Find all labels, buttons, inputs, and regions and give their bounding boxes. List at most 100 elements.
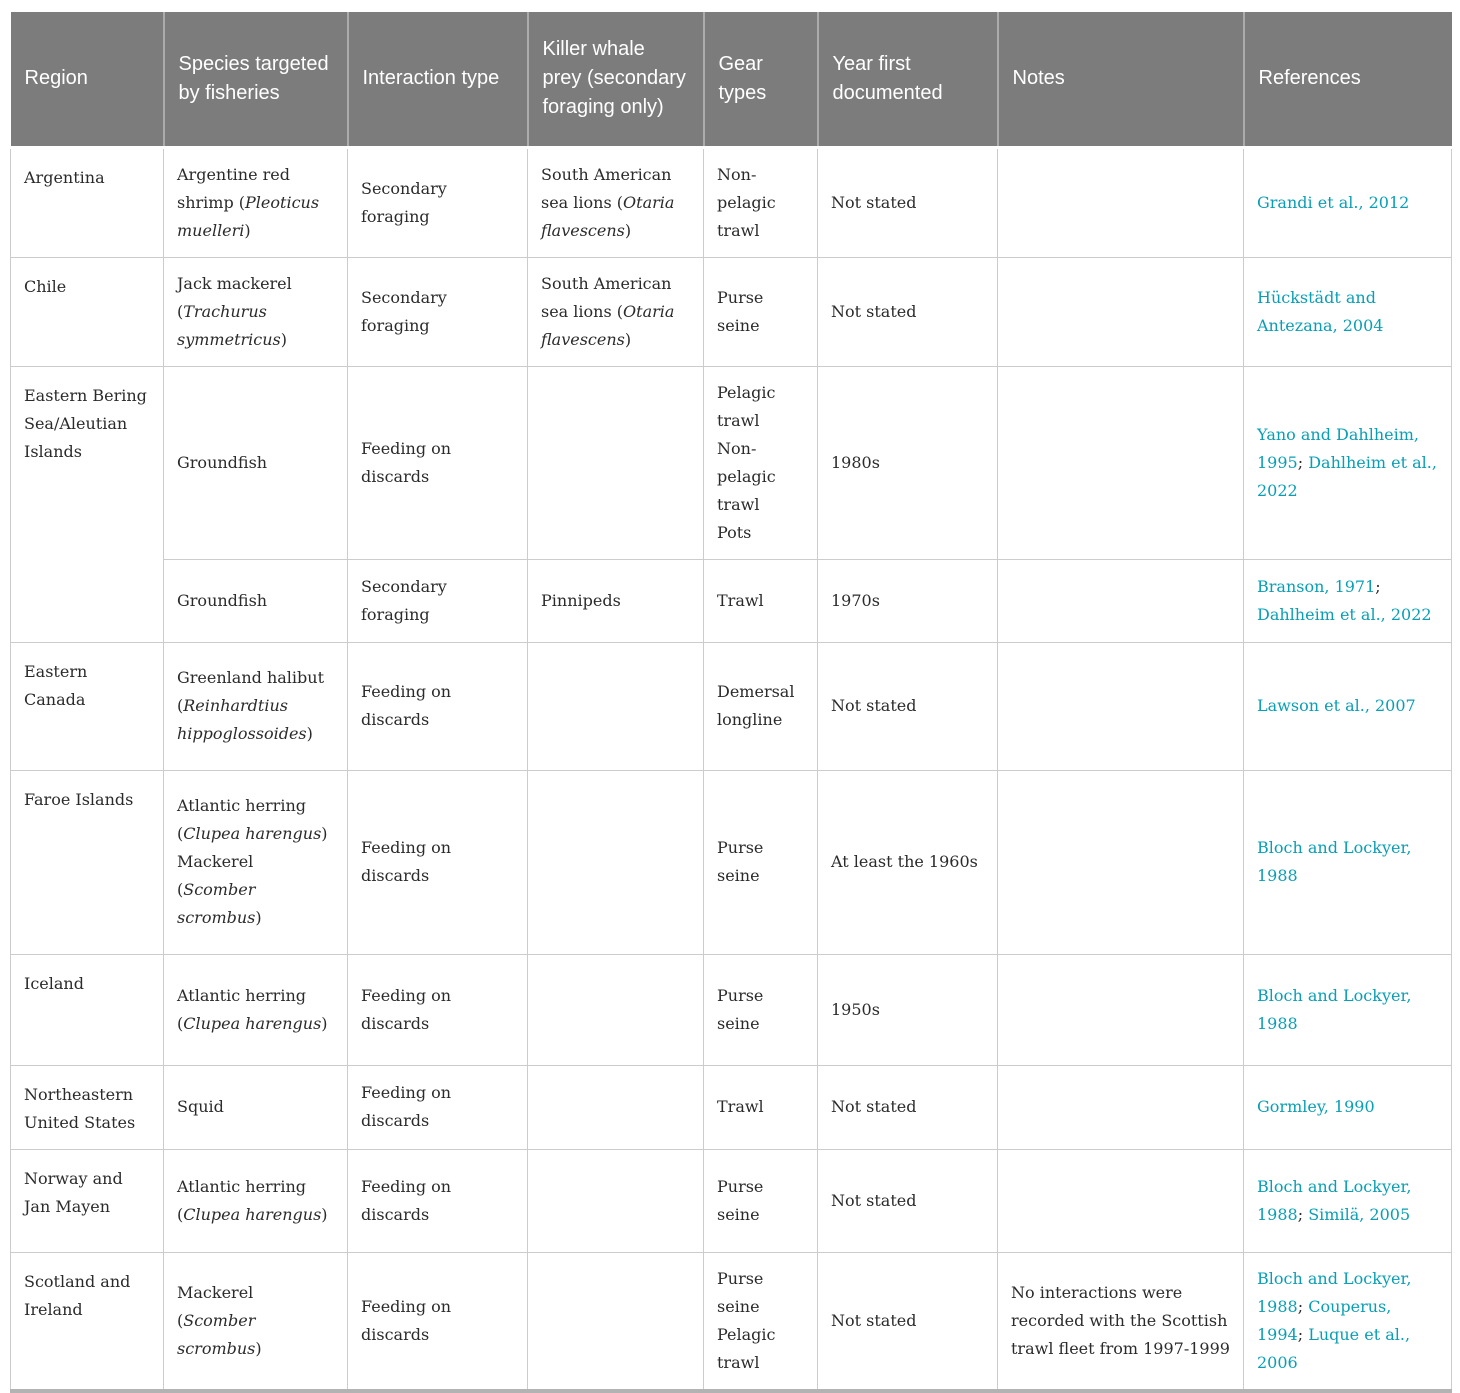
region-cell: Chile — [10, 256, 164, 367]
interaction-type-cell: Feeding on discards — [347, 953, 528, 1066]
year-first-documented-cell: Not stated — [817, 1064, 998, 1150]
killer-whale-prey-cell — [527, 1064, 704, 1150]
table-row: Chile Jack mackerel (Trachurus symmetricu… — [10, 256, 1452, 367]
notes-cell — [997, 256, 1244, 367]
interaction-type-cell: Feeding on discards — [347, 641, 528, 771]
reference-link[interactable]: Bloch and Lockyer, 1988 — [1257, 1176, 1412, 1224]
year-first-documented-cell: At least the 1960s — [817, 769, 998, 955]
killer-whale-prey-cell: South American sea lions (Otaria flavesc… — [527, 146, 704, 258]
references-cell: Lawson et al., 2007 — [1243, 641, 1452, 771]
reference-link[interactable]: Gormley, 1990 — [1257, 1097, 1375, 1116]
interaction-type-cell: Feeding on discards — [347, 769, 528, 955]
gear-type-item: Purse seine — [717, 985, 764, 1033]
references-cell: Bloch and Lockyer, 1988 — [1243, 953, 1452, 1066]
scientific-name: Clupea harengus — [183, 1013, 322, 1033]
killer-whale-prey-cell: Pinnipeds — [527, 558, 704, 643]
scientific-name: Scomber scrombus — [177, 1310, 256, 1358]
interaction-type-cell: Feeding on discards — [347, 1064, 528, 1150]
year-first-documented-cell: 1970s — [817, 558, 998, 643]
reference-link[interactable]: Similä, 2005 — [1308, 1204, 1411, 1224]
notes-cell — [997, 558, 1244, 643]
column-header-killer-whale-prey: Killer whale prey (secondary foraging on… — [527, 12, 705, 149]
species-cell: Atlantic herring (Clupea harengus) Macker… — [163, 769, 348, 955]
species-cell: Atlantic herring (Clupea harengus) — [163, 953, 348, 1066]
gear-type-item: Non-pelagic trawl — [717, 438, 776, 514]
column-header-year-first-documented: Year first documented — [817, 12, 999, 149]
column-header-species: Species targeted by fisheries — [163, 12, 349, 149]
references-cell: Yano and Dahlheim, 1995; Dahlheim et al.… — [1243, 365, 1452, 560]
killer-whale-prey-cell — [527, 641, 704, 771]
reference-link[interactable]: Bloch and Lockyer, 1988 — [1257, 1268, 1412, 1316]
column-header-interaction-type: Interaction type — [347, 12, 529, 149]
table-container: Region Species targeted by fisheries Int… — [10, 12, 1452, 1393]
scientific-name: Otaria flavescens — [541, 301, 675, 349]
year-first-documented-cell: 1980s — [817, 365, 998, 560]
references-cell: Grandi et al., 2012 — [1243, 146, 1452, 258]
region-cell: Eastern Bering Sea/​Aleutian Islands — [10, 365, 164, 643]
notes-cell — [997, 146, 1244, 258]
references-cell: Hückstädt and Antezana, 2004 — [1243, 256, 1452, 367]
notes-cell — [997, 769, 1244, 955]
killer-whale-prey-cell — [527, 769, 704, 955]
scientific-name: Clupea harengus — [183, 824, 322, 843]
table-row: Iceland Atlantic herring (Clupea harengus… — [10, 953, 1452, 1066]
scientific-name: Otaria flavescens — [541, 192, 675, 240]
species-item: Greenland halibut (Reinhardtius hippoglo… — [177, 668, 325, 743]
reference-link[interactable]: Dahlheim et al., 2022 — [1257, 452, 1437, 500]
table-row: Groundfish Secondary foraging Pinnipeds Tra… — [11, 558, 1452, 643]
page: Region Species targeted by fisheries Int… — [10, 12, 1452, 1393]
gear-types-cell: Trawl — [703, 558, 818, 643]
interaction-type-cell: Secondary foraging — [347, 146, 528, 258]
scientific-name: Reinhardtius hippoglossoides — [177, 696, 307, 743]
table-row: Scotland and Ireland Mackerel (Scomber sc… — [10, 1251, 1452, 1391]
reference-link[interactable]: Grandi et al., 2012 — [1257, 192, 1410, 212]
column-header-gear-types: Gear types — [703, 12, 819, 149]
year-first-documented-cell: 1950s — [817, 953, 998, 1066]
reference-link[interactable]: Hückstädt and Antezana, 2004 — [1257, 287, 1384, 335]
column-header-references: References — [1243, 12, 1452, 149]
species-cell: Mackerel (Scomber scrombus) — [163, 1251, 348, 1391]
species-cell: Squid — [163, 1064, 348, 1150]
notes-cell — [997, 953, 1244, 1066]
gear-type-item: Purse seine — [717, 838, 764, 885]
killer-whale-prey-cell — [527, 365, 704, 560]
references-cell: Gormley, 1990 — [1243, 1064, 1452, 1150]
references-cell: Bloch and Lockyer, 1988; Similä, 2005 — [1243, 1148, 1452, 1253]
reference-link[interactable]: Bloch and Lockyer, 1988 — [1257, 985, 1412, 1033]
scientific-name: Scomber scrombus — [177, 880, 256, 927]
interaction-type-cell: Secondary foraging — [347, 256, 528, 367]
reference-link[interactable]: Branson, 1971 — [1257, 576, 1376, 596]
interaction-type-cell: Feeding on discards — [347, 1148, 528, 1253]
gear-types-cell: Purse seine — [703, 1148, 818, 1253]
reference-link[interactable]: Yano and Dahlheim, 1995 — [1257, 424, 1419, 472]
region-cell: Eastern Canada — [10, 641, 164, 771]
killer-whale-prey-cell — [527, 1148, 704, 1253]
region-cell: Northeastern United States — [10, 1064, 164, 1150]
scientific-name: Clupea harengus — [183, 1204, 322, 1224]
table-body: Argentina Argentine red shrimp (Pleoticus… — [10, 146, 1452, 1391]
species-item: Atlantic herring (Clupea harengus) — [177, 1176, 328, 1224]
header-row: Region Species targeted by fisheries Int… — [10, 12, 1452, 149]
species-item: Atlantic herring (Clupea harengus) — [177, 796, 328, 843]
scientific-name: Trachurus symmetricus — [177, 301, 281, 349]
year-first-documented-cell: Not stated — [817, 1148, 998, 1253]
gear-type-item: Pelagic trawl — [717, 382, 776, 430]
species-cell: Atlantic herring (Clupea harengus) — [163, 1148, 348, 1253]
gear-type-item: Non-pelagic trawl — [717, 164, 776, 240]
region-cell: Norway and Jan Mayen — [10, 1148, 164, 1253]
reference-link[interactable]: Couperus, 1994 — [1257, 1296, 1392, 1344]
scientific-name: Pleoticus muelleri — [177, 192, 320, 240]
references-cell: Bloch and Lockyer, 1988; Couperus, 1994;… — [1243, 1251, 1452, 1391]
reference-link[interactable]: Bloch and Lockyer, 1988 — [1257, 838, 1412, 885]
species-item: Squid — [177, 1097, 224, 1116]
reference-link[interactable]: Lawson et al., 2007 — [1257, 696, 1416, 715]
gear-type-item: Purse seine — [717, 1268, 764, 1316]
region-cell: Iceland — [10, 953, 164, 1066]
reference-link[interactable]: Dahlheim et al., 2022 — [1257, 604, 1432, 624]
year-first-documented-cell: Not stated — [817, 146, 998, 258]
gear-types-cell: Purse seine — [703, 769, 818, 955]
killer-whale-prey-cell — [527, 953, 704, 1066]
interaction-type-cell: Secondary foraging — [347, 558, 528, 643]
interaction-type-cell: Feeding on discards — [347, 1251, 528, 1391]
killer-whale-prey-cell: South American sea lions (Otaria flavesc… — [527, 256, 704, 367]
